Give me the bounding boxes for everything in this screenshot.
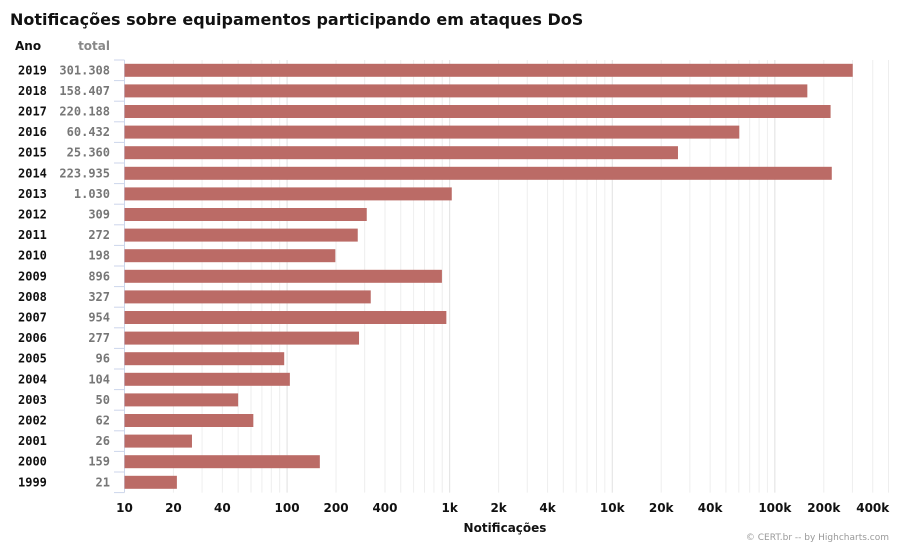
year-label: 2019: [18, 63, 47, 77]
year-column-header: Ano: [15, 39, 41, 53]
bar-2018: [124, 84, 808, 98]
year-label: 2000: [18, 455, 47, 469]
x-tick-label: 100k: [758, 501, 792, 515]
total-label: 309: [88, 208, 110, 222]
total-label: 198: [88, 249, 110, 263]
bar-2004: [124, 372, 290, 386]
x-tick-label: 200k: [807, 501, 841, 515]
x-tick-label: 4k: [539, 501, 556, 515]
total-label: 50: [96, 393, 110, 407]
total-label: 159: [88, 455, 110, 469]
x-axis-label: Notificações: [464, 521, 547, 535]
bar-2011: [124, 228, 358, 242]
total-label: 954: [88, 311, 110, 325]
bar-2009: [124, 269, 442, 283]
x-tick-label: 2k: [490, 501, 507, 515]
year-label: 2017: [18, 105, 47, 119]
total-label: 26: [96, 434, 110, 448]
bar-1999: [124, 475, 177, 489]
bar-2013: [124, 187, 452, 201]
year-label: 2005: [18, 352, 47, 366]
year-label: 2006: [18, 331, 47, 345]
total-label: 158.407: [59, 84, 110, 98]
year-label: 2016: [18, 125, 47, 139]
total-label: 272: [88, 228, 110, 242]
chart-title: Notificações sobre equipamentos particip…: [10, 10, 583, 29]
year-label: 2008: [18, 290, 47, 304]
year-label: 2010: [18, 249, 47, 263]
year-label: 2011: [18, 228, 47, 242]
bar-2001: [124, 434, 192, 448]
year-label: 2013: [18, 187, 47, 201]
bar-2015: [124, 146, 678, 160]
bar-2014: [124, 166, 832, 180]
total-label: 327: [88, 290, 110, 304]
total-label: 896: [88, 269, 110, 283]
bar-2017: [124, 105, 831, 118]
x-tick-label: 10k: [600, 501, 626, 515]
bar-2008: [124, 290, 371, 304]
row-labels: 2019 301.308 2018 158.407 2017 220.188 2016 60.…: [18, 63, 110, 489]
bar-2005: [124, 352, 285, 366]
x-tick-label: 400k: [856, 501, 890, 515]
bar-2012: [124, 208, 367, 221]
total-label: 96: [96, 352, 110, 366]
x-tick-label: 10: [116, 501, 133, 515]
year-label: 1999: [18, 475, 47, 489]
year-label: 2018: [18, 84, 47, 98]
x-axis-tick-labels: 10 20 40 100 200 400 1k 2k 4k 10k 20k 40k 100k 200k 40…: [116, 501, 890, 515]
bar-2007: [124, 311, 447, 324]
total-label: 223.935: [59, 166, 110, 180]
bar-2002: [124, 414, 254, 427]
total-column-header: total: [78, 39, 110, 53]
total-label: 25.360: [67, 146, 110, 160]
year-label: 2003: [18, 393, 47, 407]
x-tick-label: 20: [165, 501, 182, 515]
bar-2006: [124, 331, 360, 345]
bar-2010: [124, 249, 336, 263]
bars: [124, 63, 853, 489]
total-label: 1.030: [74, 187, 110, 201]
total-label: 60.432: [67, 125, 110, 139]
x-tick-label: 400: [372, 501, 397, 515]
x-tick-label: 200: [324, 501, 349, 515]
x-tick-label: 20k: [649, 501, 675, 515]
year-label: 2001: [18, 434, 47, 448]
credits[interactable]: © CERT.br -- by Highcharts.com: [746, 533, 889, 543]
total-label: 277: [88, 331, 110, 345]
total-label: 21: [96, 475, 110, 489]
x-tick-label: 100: [275, 501, 300, 515]
bar-2019: [124, 63, 853, 77]
year-label: 2012: [18, 208, 47, 222]
x-tick-label: 40: [214, 501, 231, 515]
year-label: 2002: [18, 414, 47, 428]
year-label: 2015: [18, 146, 47, 160]
total-label: 104: [88, 372, 110, 386]
x-tick-label: 1k: [442, 501, 459, 515]
total-label: 62: [96, 414, 110, 428]
bar-2016: [124, 125, 740, 139]
total-label: 301.308: [59, 63, 110, 77]
year-label: 2007: [18, 311, 47, 325]
y-axis-ticks: [114, 59, 125, 494]
year-label: 2004: [18, 372, 47, 386]
total-label: 220.188: [59, 105, 110, 119]
x-tick-label: 40k: [698, 501, 724, 515]
year-label: 2009: [18, 269, 47, 283]
bar-2003: [124, 393, 239, 407]
bar-2000: [124, 455, 320, 469]
year-label: 2014: [18, 166, 47, 180]
